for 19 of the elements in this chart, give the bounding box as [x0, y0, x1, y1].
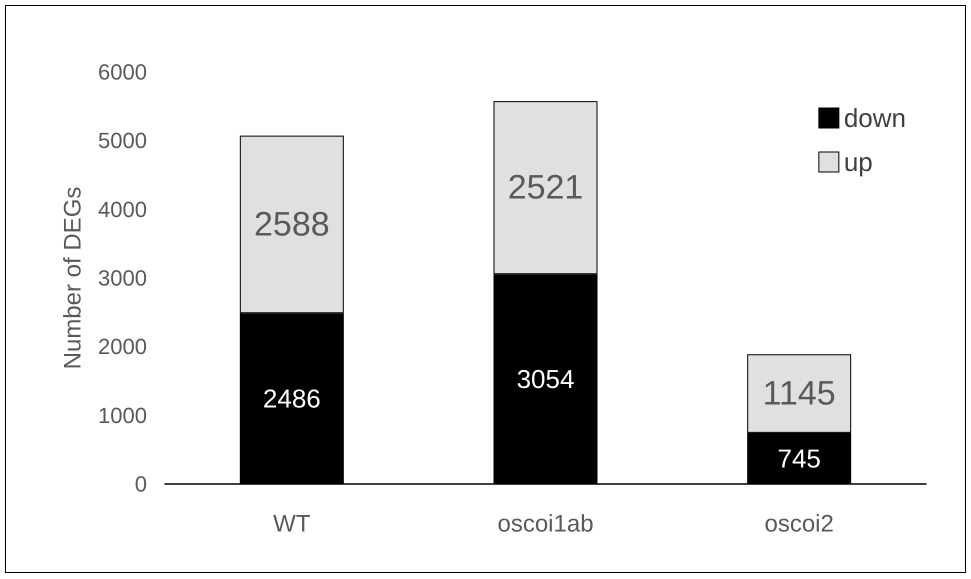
- y-axis-title: Number of DEGs: [60, 186, 86, 370]
- legend-label: down: [844, 103, 906, 133]
- data-label: 2521: [508, 168, 584, 207]
- y-tick-label: 0: [134, 472, 147, 496]
- y-tick-label: 4000: [98, 196, 147, 222]
- y-tick-label: 2000: [98, 334, 147, 360]
- data-label: 2486: [262, 384, 321, 414]
- y-tick-label: 1000: [98, 402, 147, 428]
- x-tick-label: oscoi1ab: [497, 510, 594, 538]
- data-label: 1145: [762, 374, 836, 413]
- y-tick-label: 3000: [98, 266, 147, 290]
- data-label: 2588: [254, 205, 330, 244]
- x-tick-label: WT: [273, 510, 311, 538]
- y-tick-label: 5000: [98, 128, 147, 154]
- data-label: 3054: [516, 364, 574, 394]
- x-tick-label: oscoi2: [764, 510, 834, 538]
- y-tick-label: 6000: [98, 60, 147, 84]
- data-label: 745: [777, 443, 821, 474]
- legend-label: up: [844, 147, 873, 177]
